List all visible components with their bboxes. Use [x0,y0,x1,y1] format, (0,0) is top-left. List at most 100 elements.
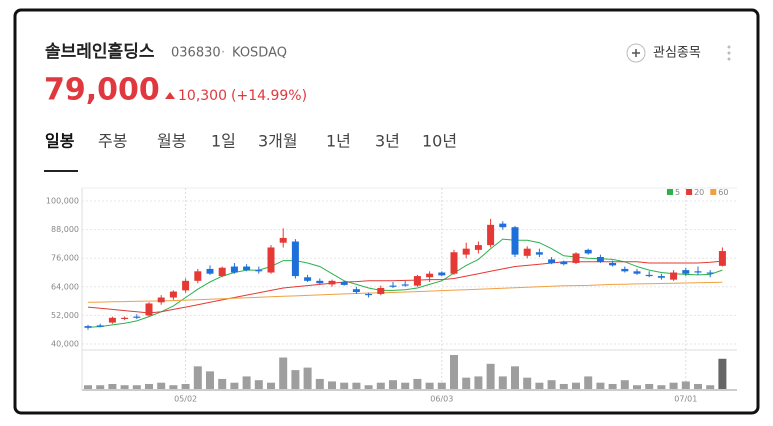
candle-body [535,252,543,255]
volume-bar [340,382,349,389]
candle-body [328,280,336,285]
candle-body [413,276,421,286]
legend-swatch [667,189,673,195]
volume-bar [291,370,300,389]
tab[interactable]: 1년 [326,132,351,151]
candle-body [682,270,690,274]
candle-body [279,237,287,243]
legend-swatch [686,189,693,195]
volume-bar [474,376,483,389]
tabs: 일봉 주봉 월봉 1일 3개월 1년 3년 10년 [45,132,457,151]
candle-body [572,253,580,263]
tab[interactable]: 3개월 [258,132,298,151]
volume-bar [193,366,202,389]
volume-bar [230,382,239,389]
candle-body [596,257,604,262]
legend-label: 20 [694,188,704,197]
market: KOSDAQ [232,46,287,61]
candle-body [645,274,653,277]
volume-bar [279,357,288,389]
volume-bar [694,383,702,389]
volume-bar [218,378,227,389]
ma-line [87,260,723,314]
volume-bar [364,385,373,389]
candle-body [157,297,165,303]
chart: 40,000 52,000 64,000 76,000 88,000 100,000 05/… [46,187,737,404]
candle-body [706,272,714,274]
watch-label[interactable]: 관심종목 [653,46,701,61]
volume-bar [669,382,678,389]
candle-body [523,248,531,256]
candle-body [255,270,263,272]
candle-body [377,287,385,294]
volume-bar [181,383,190,389]
volume-bar [303,367,312,389]
volume-bar [120,385,129,389]
card [13,8,760,415]
y-tick-label: 100,000 [46,197,79,206]
candle-body [96,325,104,327]
candle-body [365,293,373,296]
candle-body [670,272,678,280]
volume-bar [596,382,605,389]
volume-bar [572,382,580,389]
candle-body [291,241,299,277]
candle-body [694,271,702,273]
tab[interactable]: 10년 [422,132,457,151]
legend-label: 5 [675,188,680,197]
y-tick-label: 76,000 [51,254,79,263]
x-tick-label: 07/01 [674,395,697,404]
candle-body [609,262,617,266]
tab[interactable]: 1일 [211,132,236,151]
candle-body [401,284,409,286]
tab[interactable]: 3년 [375,132,400,151]
volume-bar [645,383,654,389]
volume-bar [498,376,507,389]
change-pct: (+14.99%) [231,88,307,104]
tab[interactable]: 일봉 [45,132,75,151]
x-tick-label: 05/02 [174,395,197,404]
volume-bar [620,380,629,389]
candle-body [169,291,177,298]
volume-bar [718,358,727,389]
candle-body [121,317,129,319]
candle-body [145,303,153,316]
tab[interactable]: 주봉 [98,132,127,151]
volume-bar [425,382,434,389]
ma-line [87,238,723,328]
candle-body [584,249,592,254]
stock-name: 솔브레인홀딩스 [45,41,155,62]
candle-body [316,280,324,284]
volume-bar [547,380,556,389]
volume-bar [535,382,544,389]
y-tick-label: 52,000 [51,311,79,320]
volume-bar [328,381,336,389]
volume-bar [352,382,361,389]
candle-body [499,223,507,228]
watch-button[interactable]: 관심종목 [626,43,701,63]
volume-bar [132,385,141,389]
candle-body [426,273,434,278]
candle-body [230,266,238,273]
candle-body [462,248,470,255]
candle-body [633,271,641,274]
volume-bar [315,378,324,389]
volume-bar [523,377,532,389]
volume-bar [608,383,617,389]
volume-bar [633,385,641,389]
stock-code: 036830 [171,46,221,61]
volume-bar [706,385,715,389]
more-menu[interactable] [727,45,731,61]
volume-bar [84,385,92,389]
candle-body [621,268,629,272]
candle-body [718,251,726,266]
candle-body [389,285,397,287]
volume-bar [389,380,397,389]
candle-body [206,268,214,274]
volume-bar [681,381,690,389]
candle-body [267,247,275,273]
volume-bar [657,385,666,389]
tab[interactable]: 월봉 [157,132,186,151]
y-tick-label: 40,000 [51,340,79,349]
